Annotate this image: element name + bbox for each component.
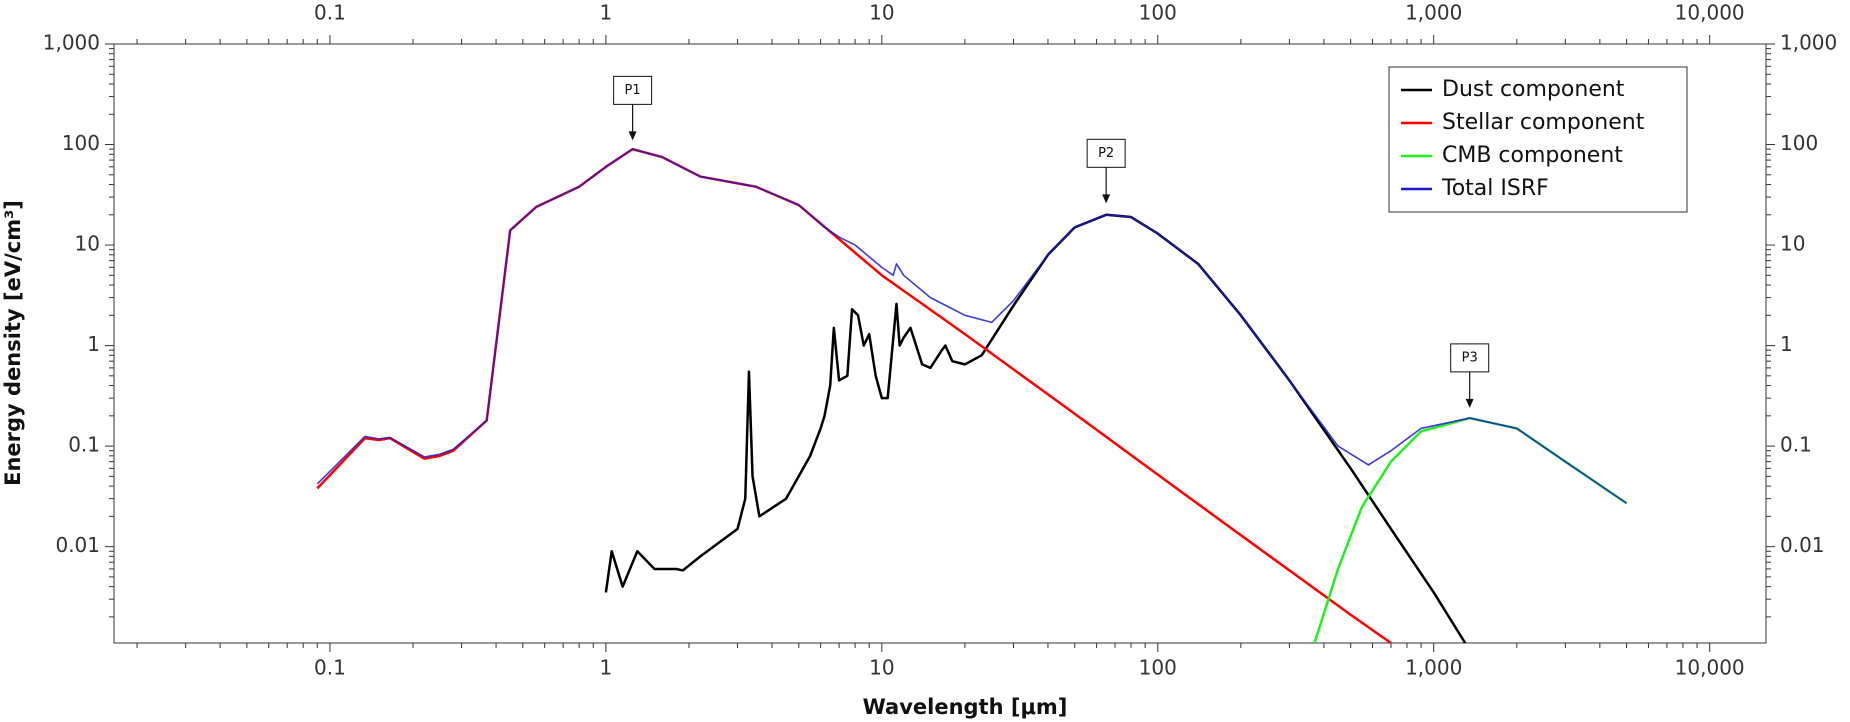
- plot-frame: [113, 43, 1767, 644]
- series-line: [604, 213, 1467, 643]
- legend-box: [1388, 66, 1688, 213]
- series-line: [316, 147, 1392, 643]
- legend-label: CMB component: [1442, 143, 1623, 168]
- series-line: [1313, 416, 1628, 643]
- annotation-box: [1450, 343, 1490, 373]
- y-tick-label: 0.01: [55, 533, 100, 557]
- annotation-box: [1086, 138, 1126, 168]
- annotation-label: P3: [1462, 350, 1478, 365]
- y-tick-label-right: 1: [1780, 332, 1793, 356]
- y-tick-label: 100: [62, 131, 100, 155]
- legend-label: Stellar component: [1442, 110, 1645, 135]
- y-tick-label: 0.1: [68, 433, 100, 457]
- y-tick-label: 1,000: [43, 31, 100, 55]
- x-tick-label: 1: [600, 656, 613, 680]
- x-tick-label: 10: [869, 656, 894, 680]
- x-tick-label: 100: [1139, 656, 1177, 680]
- y-axis-title: Energy density [eV/cm³]: [1, 200, 25, 486]
- y-tick-label-right: 0.01: [1780, 533, 1825, 557]
- y-tick-label-right: 10: [1780, 232, 1805, 256]
- x-tick-label: 0.1: [314, 656, 346, 680]
- legend-label: Dust component: [1442, 77, 1625, 102]
- legend-label: Total ISRF: [1441, 176, 1549, 201]
- x-tick-label-top: 1: [600, 1, 613, 25]
- y-tick-label-right: 1,000: [1780, 31, 1837, 55]
- x-tick-label-top: 0.1: [314, 1, 346, 25]
- series-line: [316, 148, 1628, 504]
- annotation-arrowhead: [1102, 194, 1111, 204]
- x-tick-label: 10,000: [1675, 656, 1745, 680]
- y-tick-label: 10: [75, 232, 100, 256]
- y-tick-label-right: 0.1: [1780, 433, 1812, 457]
- y-tick-label: 1: [87, 332, 100, 356]
- annotation-box: [613, 75, 653, 105]
- annotation-arrowhead: [1465, 398, 1474, 408]
- annotation-label: P2: [1098, 146, 1114, 161]
- annotation-arrowhead: [628, 131, 637, 141]
- annotation-label: P1: [625, 83, 641, 98]
- x-tick-label: 1,000: [1405, 656, 1462, 680]
- x-tick-label-top: 100: [1139, 1, 1177, 25]
- y-tick-label-right: 100: [1780, 131, 1818, 155]
- x-tick-label-top: 1,000: [1405, 1, 1462, 25]
- x-tick-label-top: 10,000: [1675, 1, 1745, 25]
- x-axis-title: Wavelength [μm]: [863, 695, 1068, 719]
- x-tick-label-top: 10: [869, 1, 894, 25]
